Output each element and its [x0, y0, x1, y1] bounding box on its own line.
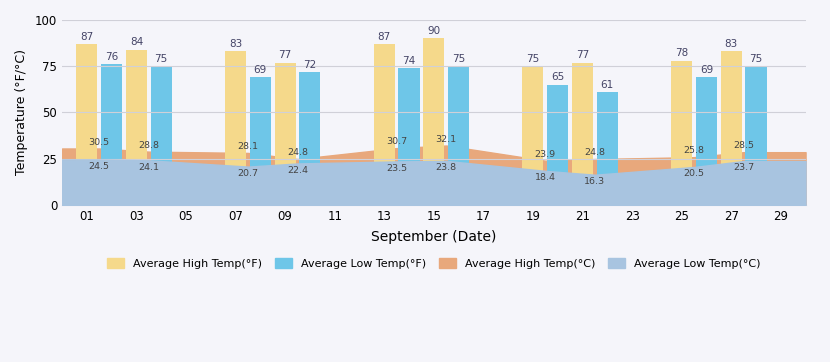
- Bar: [597, 92, 618, 205]
- Text: 30.7: 30.7: [386, 137, 408, 146]
- Text: 23.9: 23.9: [535, 150, 556, 159]
- Text: 30.5: 30.5: [89, 138, 110, 147]
- Text: 83: 83: [725, 39, 738, 49]
- Bar: [76, 44, 97, 205]
- Bar: [572, 63, 593, 205]
- Bar: [423, 38, 444, 205]
- Text: 84: 84: [129, 37, 143, 47]
- Bar: [448, 66, 469, 205]
- Legend: Average High Temp(°F), Average Low Temp(°F), Average High Temp(°C), Average Low : Average High Temp(°F), Average Low Temp(…: [103, 254, 765, 273]
- Text: 69: 69: [700, 65, 713, 75]
- Bar: [101, 64, 122, 205]
- Text: 28.1: 28.1: [237, 142, 258, 151]
- Text: 23.8: 23.8: [436, 163, 456, 172]
- Text: 18.4: 18.4: [535, 173, 556, 182]
- Bar: [151, 66, 172, 205]
- Bar: [671, 61, 692, 205]
- Text: 77: 77: [576, 50, 589, 60]
- Bar: [720, 51, 742, 205]
- Bar: [300, 72, 320, 205]
- Text: 61: 61: [601, 80, 614, 90]
- Text: 20.7: 20.7: [237, 169, 258, 178]
- Text: 16.3: 16.3: [584, 177, 605, 186]
- Text: 28.5: 28.5: [733, 141, 754, 150]
- Text: 75: 75: [452, 54, 466, 64]
- Text: 69: 69: [254, 65, 267, 75]
- Bar: [547, 85, 569, 205]
- Text: 24.1: 24.1: [139, 163, 159, 172]
- Bar: [745, 66, 767, 205]
- Text: 20.5: 20.5: [684, 169, 705, 178]
- Text: 22.4: 22.4: [287, 166, 308, 175]
- Text: 24.8: 24.8: [287, 148, 308, 157]
- Text: 24.5: 24.5: [89, 162, 110, 171]
- Bar: [275, 63, 295, 205]
- Text: 23.7: 23.7: [733, 163, 754, 172]
- Text: 25.8: 25.8: [684, 146, 705, 155]
- Text: 32.1: 32.1: [436, 135, 456, 144]
- Text: 75: 75: [526, 54, 540, 64]
- Text: 75: 75: [749, 54, 763, 64]
- Text: 83: 83: [229, 39, 242, 49]
- Text: 75: 75: [154, 54, 168, 64]
- Bar: [398, 68, 419, 205]
- Bar: [225, 51, 246, 205]
- Text: 78: 78: [675, 49, 688, 58]
- Text: 77: 77: [279, 50, 291, 60]
- Text: 24.8: 24.8: [584, 148, 605, 157]
- Text: 23.5: 23.5: [386, 164, 408, 173]
- Text: 65: 65: [551, 72, 564, 83]
- Text: 90: 90: [427, 26, 441, 36]
- Bar: [696, 77, 717, 205]
- Bar: [374, 44, 395, 205]
- Bar: [522, 66, 544, 205]
- Text: 74: 74: [403, 56, 416, 66]
- X-axis label: September (Date): September (Date): [371, 230, 496, 244]
- Bar: [126, 50, 147, 205]
- Text: 87: 87: [378, 32, 391, 42]
- Text: 72: 72: [303, 59, 316, 70]
- Text: 76: 76: [105, 52, 118, 62]
- Text: 28.8: 28.8: [139, 141, 159, 150]
- Y-axis label: Temperature (°F/°C): Temperature (°F/°C): [15, 50, 28, 176]
- Bar: [250, 77, 271, 205]
- Text: 87: 87: [81, 32, 94, 42]
